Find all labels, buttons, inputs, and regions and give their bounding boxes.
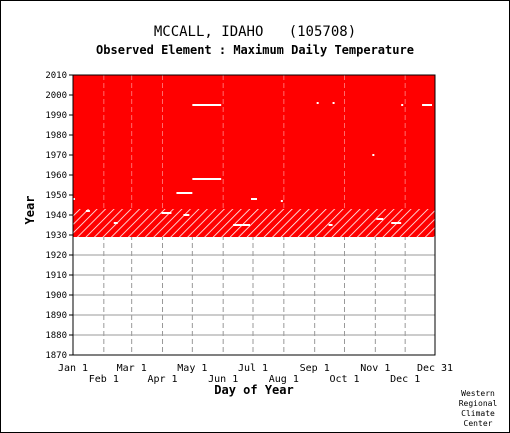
missing-data-segment <box>161 212 172 214</box>
missing-data-segment <box>376 218 384 220</box>
y-tick-label: 1890 <box>45 311 67 321</box>
missing-data-segment <box>422 104 433 106</box>
x-tick-label: Oct 1 <box>329 374 359 385</box>
y-tick-label: 1930 <box>45 231 67 241</box>
x-tick-label: Jul 1 <box>238 363 268 374</box>
y-tick-label: 1970 <box>45 151 67 161</box>
y-tick-label: 1990 <box>45 111 67 121</box>
chart-subtitle: Observed Element : Maximum Daily Tempera… <box>96 43 414 57</box>
x-tick-label: Feb 1 <box>89 374 119 385</box>
x-tick-label: Jan 1 <box>58 363 88 374</box>
chart-title: MCCALL, IDAHO (105708) <box>153 24 357 40</box>
missing-data-segment <box>401 104 404 106</box>
y-tick-label: 2000 <box>45 91 67 101</box>
y-tick-label: 1900 <box>45 291 67 301</box>
credit-line: Center <box>463 419 493 428</box>
x-tick-label: Aug 1 <box>269 374 299 385</box>
y-tick-label: 1870 <box>45 351 67 361</box>
x-tick-label: Nov 1 <box>360 363 390 374</box>
partial-observed-block <box>73 209 435 237</box>
x-tick-label: Dec 31 <box>417 363 453 374</box>
y-tick-label: 2010 <box>45 71 67 81</box>
credit-block: Western Regional Climate Center <box>452 389 504 429</box>
missing-data-segment <box>183 214 190 216</box>
missing-data-segment <box>73 198 75 200</box>
credit-line: Climate <box>461 409 495 418</box>
x-tick-label: Sep 1 <box>300 363 330 374</box>
missing-data-segment <box>113 222 118 224</box>
y-tick-label: 1920 <box>45 251 67 261</box>
missing-data-segment <box>251 198 257 200</box>
missing-data-segment <box>372 154 375 156</box>
y-tick-label: 1880 <box>45 331 67 341</box>
y-tick-label: 1910 <box>45 271 67 281</box>
missing-data-segment <box>85 210 90 212</box>
x-tick-label: Mar 1 <box>117 363 147 374</box>
x-tick-label: Dec 1 <box>390 374 420 385</box>
y-axis-label: Year <box>23 196 37 225</box>
credit-line: Regional <box>458 399 498 408</box>
missing-data-segment <box>316 102 319 104</box>
y-tick-label: 1980 <box>45 131 67 141</box>
x-tick-label: Jun 1 <box>208 374 238 385</box>
missing-data-segment <box>332 102 335 104</box>
y-tick-label: 1940 <box>45 211 67 221</box>
x-tick-label: Apr 1 <box>147 374 177 385</box>
y-tick-label: 1960 <box>45 171 67 181</box>
observed-block <box>73 75 435 209</box>
missing-data-segment <box>328 224 333 226</box>
missing-data-segment <box>192 178 222 180</box>
missing-data-segment <box>176 192 193 194</box>
credit-line: Western <box>461 389 495 398</box>
x-axis-label: Day of Year <box>214 383 293 397</box>
missing-data-segment <box>233 224 251 226</box>
missing-data-segment <box>192 104 222 106</box>
x-tick-label: May 1 <box>177 363 207 374</box>
missing-data-segment <box>280 200 283 202</box>
missing-data-segment <box>391 222 402 224</box>
y-tick-label: 1950 <box>45 191 67 201</box>
